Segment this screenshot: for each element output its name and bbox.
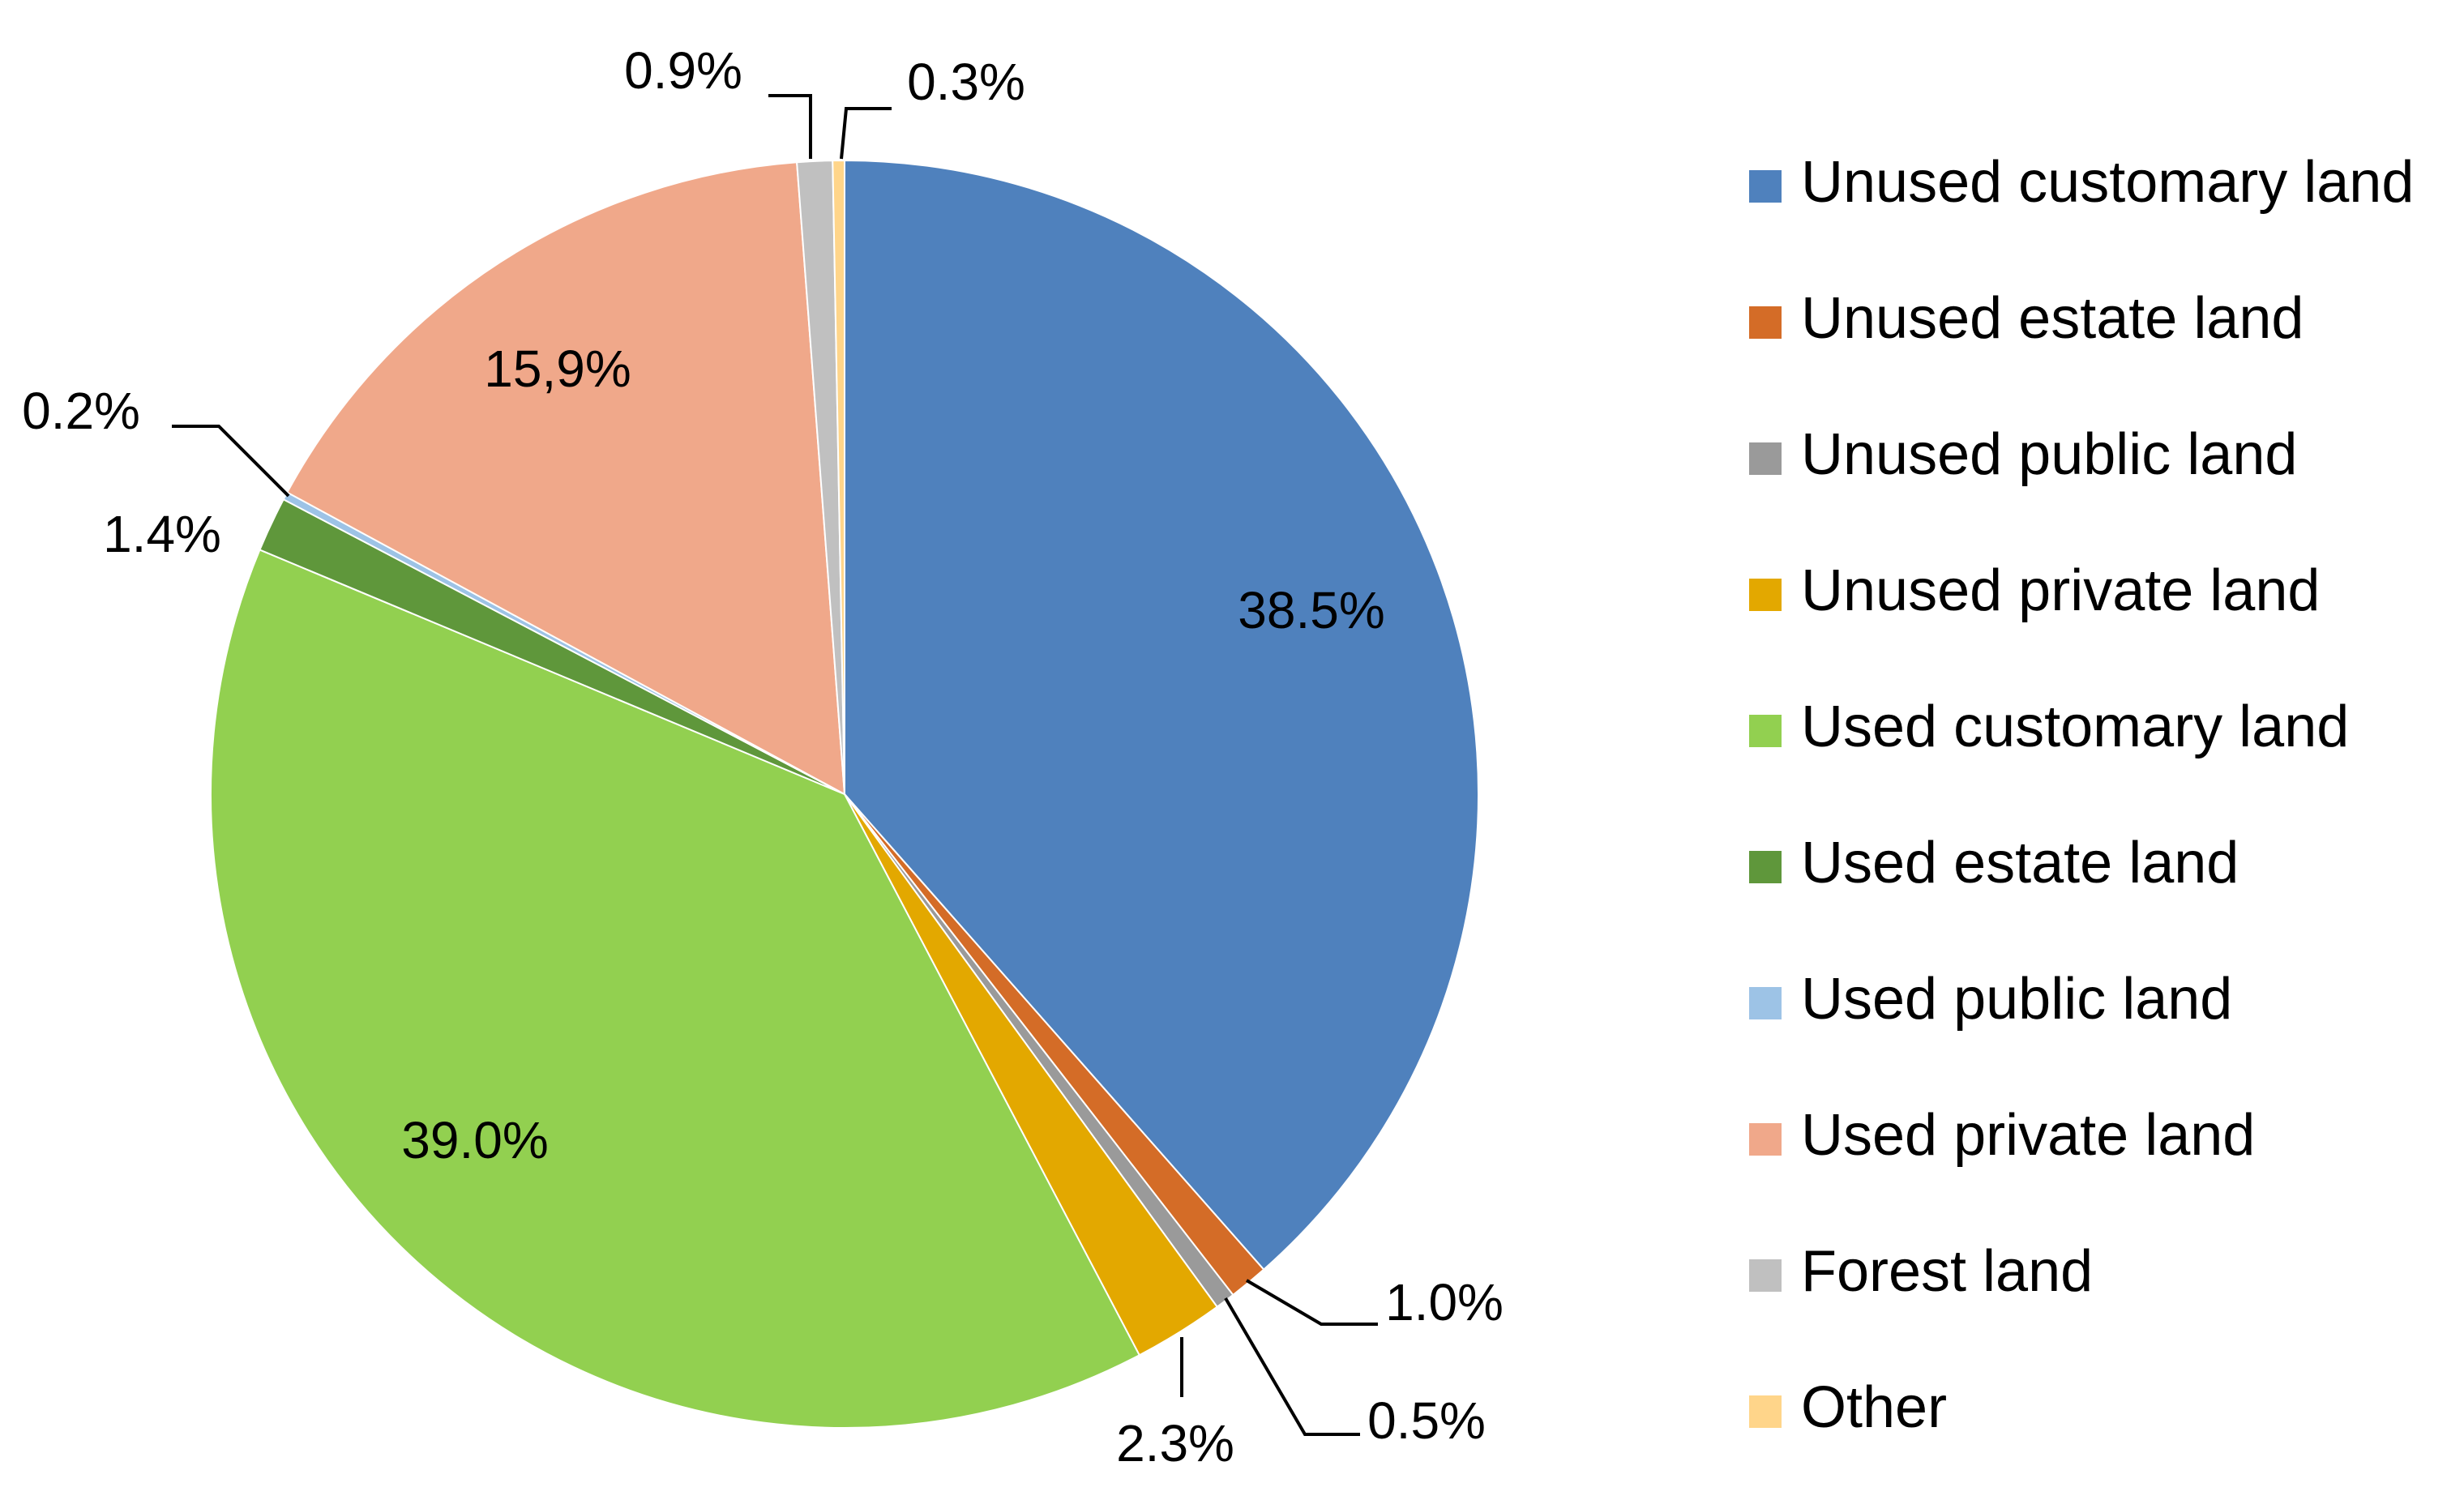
legend-swatch-forest-land: [1749, 1259, 1782, 1292]
data-labels: 38.5% 1.0% 0.5% 2.3% 39.0% 1.4% 0.2% 15,9% 0.9% 0…: [22, 41, 1504, 1472]
data-label-used-private-land: 15,9%: [484, 340, 631, 398]
leader-line-used-public-land: [172, 425, 290, 498]
data-label-used-public-land: 0.2%: [22, 382, 140, 440]
pie-slice-unused-customary-land: [844, 159, 1479, 1271]
legend-item-used-customary-land: Used customary land: [1749, 694, 2349, 759]
legend-swatch-unused-estate-land: [1749, 306, 1782, 339]
legend-swatch-unused-customary-land: [1749, 170, 1782, 203]
data-label-unused-public-land: 0.5%: [1367, 1391, 1486, 1450]
legend-label-forest-land: Forest land: [1801, 1239, 2093, 1304]
data-label-forest-land: 0.9%: [624, 41, 742, 100]
legend-swatch-used-private-land: [1749, 1123, 1782, 1156]
data-label-used-customary-land: 39.0%: [401, 1111, 548, 1169]
legend-label-unused-estate-land: Unused estate land: [1801, 286, 2304, 351]
data-label-unused-customary-land: 38.5%: [1238, 581, 1384, 639]
legend-item-unused-estate-land: Unused estate land: [1749, 286, 2304, 351]
legend-item-used-private-land: Used private land: [1749, 1103, 2255, 1168]
legend-label-unused-public-land: Unused public land: [1801, 422, 2297, 487]
legend-label-other: Other: [1801, 1375, 1947, 1440]
legend-swatch-unused-private-land: [1749, 579, 1782, 611]
leader-line-other: [840, 107, 892, 160]
pie-slice-other: [832, 159, 845, 795]
legend-swatch-unused-public-land: [1749, 442, 1782, 475]
legend-swatch-used-public-land: [1749, 987, 1782, 1019]
legend-label-used-estate-land: Used estate land: [1801, 831, 2239, 895]
legend-swatch-used-customary-land: [1749, 715, 1782, 747]
pie-slices: [210, 159, 1479, 1429]
data-label-unused-private-land: 2.3%: [1116, 1414, 1234, 1472]
data-label-other: 0.3%: [907, 53, 1025, 111]
legend-item-unused-customary-land: Unused customary land: [1749, 150, 2414, 215]
legend-item-other: Other: [1749, 1375, 1947, 1440]
legend-item-unused-public-land: Unused public land: [1749, 422, 2297, 487]
pie-slice-used-private-land: [286, 161, 846, 796]
legend-label-unused-private-land: Unused private land: [1801, 558, 2320, 623]
pie-slice-used-customary-land: [210, 549, 1141, 1429]
data-label-used-estate-land: 1.4%: [103, 505, 221, 563]
legend: Unused customary land Unused estate land U…: [1749, 150, 2414, 1440]
legend-label-used-private-land: Used private land: [1801, 1103, 2255, 1168]
legend-item-used-public-land: Used public land: [1749, 967, 2232, 1032]
legend-item-used-estate-land: Used estate land: [1749, 831, 2239, 895]
leader-line-forest-land: [768, 94, 812, 159]
legend-swatch-used-estate-land: [1749, 851, 1782, 883]
legend-item-unused-private-land: Unused private land: [1749, 558, 2320, 623]
leader-line-unused-public-land: [1224, 1297, 1360, 1436]
leader-line-unused-estate-land: [1245, 1279, 1378, 1326]
legend-label-used-customary-land: Used customary land: [1801, 694, 2349, 759]
leader-lines: [172, 94, 1378, 1436]
data-label-unused-estate-land: 1.0%: [1385, 1273, 1504, 1331]
legend-label-used-public-land: Used public land: [1801, 967, 2232, 1032]
legend-swatch-other: [1749, 1395, 1782, 1428]
legend-label-unused-customary-land: Unused customary land: [1801, 150, 2414, 215]
legend-item-forest-land: Forest land: [1749, 1239, 2093, 1304]
